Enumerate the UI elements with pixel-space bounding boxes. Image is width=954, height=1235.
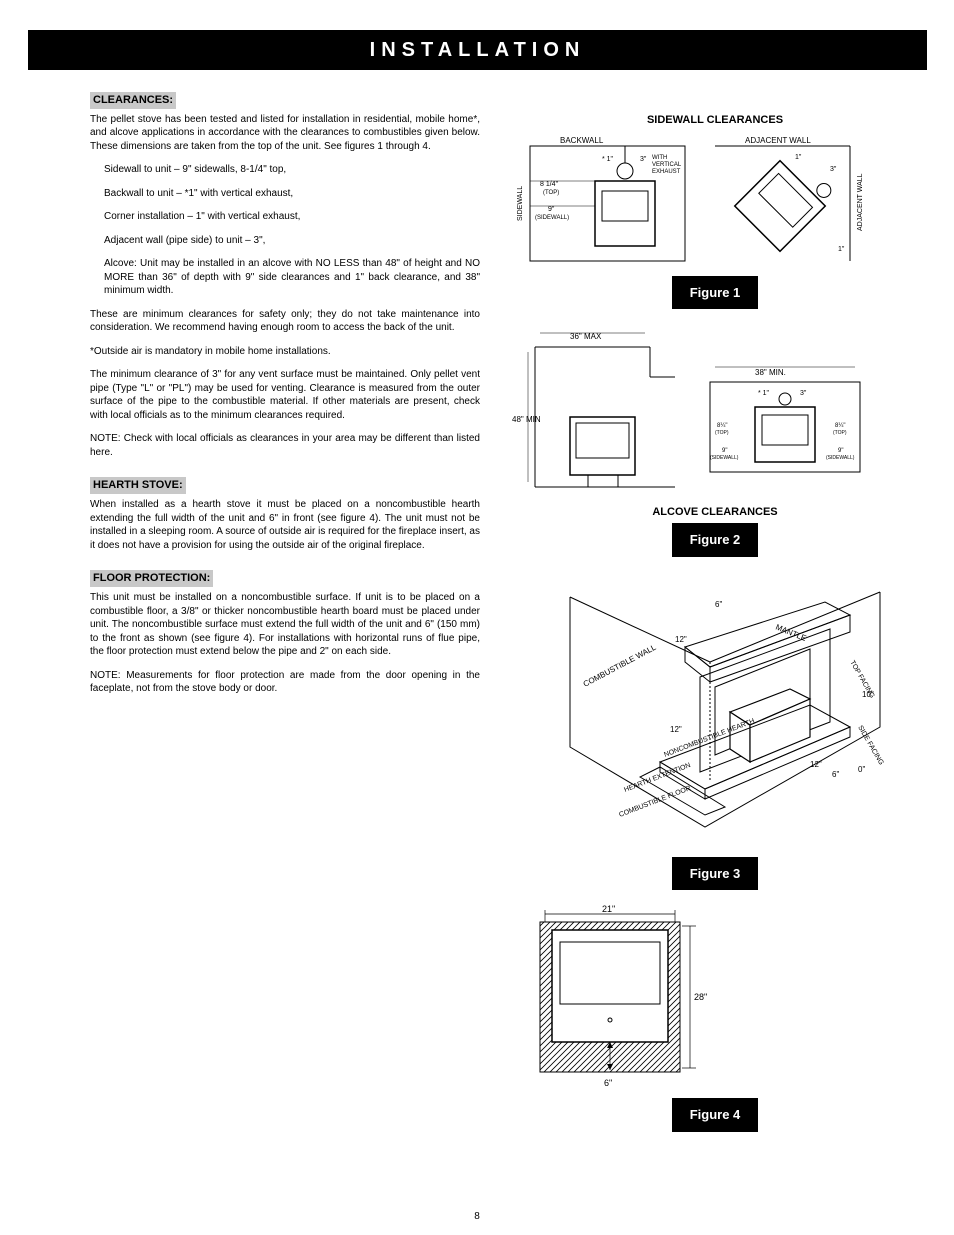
fig1-top-dim: 8 1/4" bbox=[540, 181, 559, 188]
fig2-label: Figure 2 bbox=[672, 523, 759, 557]
page-header-bar: INSTALLATION bbox=[28, 30, 927, 70]
fig2-three: 3" bbox=[800, 390, 807, 397]
floor-p1: This unit must be installed on a noncomb… bbox=[90, 591, 480, 659]
fig3-six-b: 6" bbox=[832, 770, 839, 779]
clearances-list-3: Adjacent wall (pipe side) to unit – 3", bbox=[104, 234, 480, 248]
clearances-list-4: Alcove: Unit may be installed in an alco… bbox=[104, 257, 480, 298]
floor-heading: FLOOR PROTECTION: bbox=[90, 570, 213, 587]
fig1-title: SIDEWALL CLEARANCES bbox=[510, 113, 920, 128]
right-column: SIDEWALL CLEARANCES BACKWALL SIDEWALL 8 … bbox=[510, 110, 920, 1132]
figure-2: 36" MAX 48" MIN 38" MIN. * 1" 3" 8¼" (TO… bbox=[510, 327, 920, 556]
figure-3: COMBUSTIBLE WALL MANTLE NONCOMBUSTIBLE H… bbox=[510, 567, 920, 891]
svg-text:(TOP): (TOP) bbox=[833, 430, 847, 436]
fig3-twelve-c: 12" bbox=[810, 760, 822, 769]
fig1-adjacent: ADJACENT WALL bbox=[745, 136, 811, 145]
fig2-diagram: 36" MAX 48" MIN 38" MIN. * 1" 3" 8¼" (TO… bbox=[510, 327, 870, 502]
clearances-list-0: Sidewall to unit – 9" sidewalls, 8-1/4" … bbox=[104, 163, 480, 177]
fig4-front: 6" bbox=[604, 1078, 612, 1088]
fig2-title: ALCOVE CLEARANCES bbox=[510, 505, 920, 520]
figure-1: SIDEWALL CLEARANCES BACKWALL SIDEWALL 8 … bbox=[510, 113, 920, 309]
clearances-p1: The pellet stove has been tested and lis… bbox=[90, 113, 480, 154]
svg-text:VERTICAL: VERTICAL bbox=[652, 162, 682, 168]
fig2-top-r: 8¼" bbox=[835, 423, 845, 429]
fig1-sidewall-l: SIDEWALL bbox=[517, 186, 524, 221]
fig1-adjacent-r: ADJACENT WALL bbox=[857, 173, 864, 231]
fig4-diagram: 21" 28" 6" bbox=[510, 902, 710, 1092]
fig1-three-r: 3" bbox=[830, 166, 837, 173]
fig3-label: Figure 3 bbox=[672, 857, 759, 891]
svg-text:EXHAUST: EXHAUST bbox=[652, 169, 681, 175]
svg-text:(TOP): (TOP) bbox=[715, 430, 729, 436]
fig2-minh: 48" MIN bbox=[512, 415, 541, 424]
fig1-three1: 3" bbox=[640, 156, 647, 163]
fig2-max: 36" MAX bbox=[570, 332, 602, 341]
clearances-p3: *Outside air is mandatory in mobile home… bbox=[90, 345, 480, 359]
fig1-vert: WITH bbox=[652, 155, 667, 161]
svg-text:(SIDEWALL): (SIDEWALL) bbox=[710, 455, 739, 461]
fig3-twelve-b: 12" bbox=[670, 725, 682, 734]
clearances-list-2: Corner installation – 1" with vertical e… bbox=[104, 210, 480, 224]
fig3-sidefacing: SIDE FACING bbox=[856, 724, 884, 766]
fig2-star: * 1" bbox=[758, 390, 770, 397]
fig2-top-l: 8¼" bbox=[717, 423, 727, 429]
fig3-combwall: COMBUSTIBLE WALL bbox=[582, 642, 658, 688]
fig1-one-r: 1" bbox=[795, 154, 802, 161]
fig4-width: 21" bbox=[602, 904, 615, 914]
fig1-backwall: BACKWALL bbox=[560, 136, 604, 145]
clearances-heading: CLEARANCES: bbox=[90, 92, 176, 109]
fig3-diagram: COMBUSTIBLE WALL MANTLE NONCOMBUSTIBLE H… bbox=[510, 567, 900, 857]
hearth-heading: HEARTH STOVE: bbox=[90, 477, 186, 494]
fig2-side-r: 9" bbox=[838, 448, 843, 454]
svg-text:(SIDEWALL): (SIDEWALL) bbox=[826, 455, 855, 461]
fig3-six: 6" bbox=[715, 600, 722, 609]
fig3-twelve-a: 12" bbox=[675, 635, 687, 644]
fig1-side-lbl: (SIDEWALL) bbox=[535, 215, 569, 221]
page-number: 8 bbox=[0, 1210, 954, 1224]
left-column: CLEARANCES: The pellet stove has been te… bbox=[90, 92, 480, 706]
hearth-p1: When installed as a hearth stove it must… bbox=[90, 498, 480, 552]
fig3-zero: 0" bbox=[858, 765, 865, 774]
clearances-list-1: Backwall to unit – *1" with vertical exh… bbox=[104, 187, 480, 201]
fig1-top-lbl: (TOP) bbox=[543, 190, 559, 196]
fig1-star1: * 1" bbox=[602, 156, 614, 163]
fig4-height: 28" bbox=[694, 992, 707, 1002]
figure-4: 21" 28" 6" Figure 4 bbox=[510, 902, 920, 1132]
fig1-one-r2: 1" bbox=[838, 246, 845, 253]
floor-p2: NOTE: Measurements for floor protection … bbox=[90, 669, 480, 696]
fig2-minw: 38" MIN. bbox=[755, 368, 786, 377]
fig1-side-dim: 9" bbox=[548, 206, 555, 213]
clearances-p2: These are minimum clearances for safety … bbox=[90, 308, 480, 335]
fig4-label: Figure 4 bbox=[672, 1098, 759, 1132]
fig1-label: Figure 1 bbox=[672, 276, 759, 310]
clearances-p5: NOTE: Check with local officials as clea… bbox=[90, 432, 480, 459]
fig2-side-l: 9" bbox=[722, 448, 727, 454]
clearances-p4: The minimum clearance of 3" for any vent… bbox=[90, 368, 480, 422]
fig1-diagram: BACKWALL SIDEWALL 8 1/4" (TOP) 9" (SIDEW… bbox=[510, 131, 870, 276]
